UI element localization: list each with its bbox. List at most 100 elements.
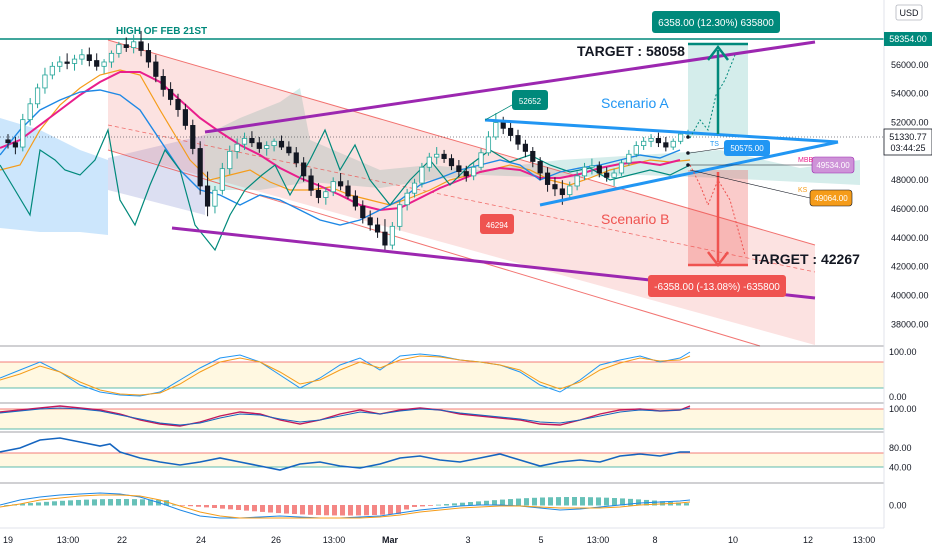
- label-50575: 50575.00: [730, 144, 764, 153]
- candle: [308, 175, 314, 191]
- candle: [116, 44, 122, 54]
- price-label-58354: 58354.00: [889, 34, 927, 44]
- x-tick-label: 13:00: [853, 535, 876, 545]
- macd-histogram-bar: [652, 500, 657, 506]
- scenario-a-path: [689, 54, 736, 139]
- label-mbb: MBB: [798, 157, 814, 164]
- macd-histogram-bar: [452, 503, 457, 506]
- macd-histogram-bar: [276, 505, 281, 514]
- candle: [278, 140, 285, 148]
- macd-histogram-bar: [268, 505, 273, 513]
- y-tick-label: 52000.00: [891, 118, 929, 128]
- pane-tick-label: 100.00: [889, 404, 917, 414]
- pane-1-k-line: [0, 351, 691, 397]
- x-tick-label: 8: [652, 535, 657, 545]
- macd-histogram-bar: [28, 503, 33, 506]
- x-tick-label: Mar: [382, 535, 399, 545]
- macd-histogram-bar: [172, 504, 177, 506]
- y-tick-label: 56000.00: [891, 60, 929, 70]
- x-tick-label: 19: [3, 535, 13, 545]
- candle: [145, 50, 152, 63]
- candle: [323, 191, 329, 198]
- channel-bottom-line: [107, 149, 761, 347]
- macd-histogram-bar: [404, 505, 409, 510]
- pane-1-d-line: [0, 355, 691, 396]
- candle: [530, 150, 536, 162]
- macd-histogram-bar: [244, 505, 249, 511]
- candle: [271, 140, 277, 147]
- macd-histogram-bar: [516, 498, 521, 506]
- macd-histogram-bar: [76, 499, 81, 506]
- candle: [463, 171, 469, 177]
- x-tick-label: 10: [728, 535, 738, 545]
- candle: [471, 166, 477, 177]
- candle: [537, 161, 543, 174]
- macd-histogram-bar: [308, 505, 313, 515]
- candle: [589, 165, 595, 168]
- macd-histogram-bar: [548, 497, 553, 506]
- candle: [108, 52, 115, 63]
- macd-histogram-bar: [348, 505, 353, 516]
- candle: [618, 162, 625, 174]
- candle: [57, 61, 63, 67]
- candle: [27, 103, 33, 121]
- label-49064: 49064.00: [814, 194, 848, 203]
- last-price-label: 51330.77: [889, 132, 927, 142]
- currency-badge[interactable]: [895, 4, 923, 21]
- candle: [101, 61, 107, 67]
- macd-histogram-bar: [660, 501, 665, 506]
- macd-histogram-bar: [252, 505, 257, 512]
- candle: [419, 166, 425, 184]
- macd-histogram-bar: [100, 499, 105, 506]
- candle: [182, 109, 188, 126]
- candle: [515, 135, 521, 145]
- macd-histogram-bar: [412, 505, 417, 507]
- candle: [648, 137, 654, 142]
- macd-histogram-bar: [44, 501, 49, 506]
- candle: [434, 153, 440, 158]
- ichimoku-cloud-left: [0, 118, 108, 235]
- candle: [626, 153, 632, 164]
- candle: [493, 122, 499, 138]
- pane-ticks: 100.00 0.00 100.00 80.00 40.00 0.00: [889, 347, 917, 511]
- candle: [79, 54, 85, 60]
- label-50575-box: [724, 140, 770, 156]
- macd-histogram-bar: [636, 499, 641, 506]
- candle: [544, 172, 551, 185]
- macd-histogram-bar: [4, 505, 9, 506]
- scenario-a-label: Scenario A: [601, 95, 669, 111]
- macd-histogram-bar: [588, 497, 593, 506]
- candle: [567, 185, 573, 196]
- candle: [123, 44, 129, 48]
- y-tick-label: 48000.00: [891, 175, 929, 185]
- candle: [581, 166, 588, 177]
- y-tick-label: 40000.00: [891, 291, 929, 301]
- candle: [190, 125, 196, 149]
- macd-histogram-bar: [612, 498, 617, 506]
- candle: [338, 181, 344, 187]
- label-52652-pointer: [484, 104, 513, 121]
- measure-up-text: 6358.00 (12.30%) 635800: [658, 18, 774, 29]
- macd-histogram-bar: [564, 497, 569, 506]
- candle: [160, 76, 166, 90]
- macd-histogram-bar: [620, 498, 625, 506]
- countdown-label: 03:44:25: [890, 143, 925, 153]
- macd-histogram-bar: [476, 501, 481, 506]
- x-tick-label: 13:00: [323, 535, 346, 545]
- scenario-b-label: Scenario B: [601, 211, 669, 227]
- candle: [49, 65, 55, 76]
- descending-channel: [108, 40, 815, 345]
- candle: [559, 188, 565, 196]
- macd-histogram-bar: [324, 505, 329, 516]
- macd-histogram-bar: [148, 499, 153, 506]
- macd-histogram-bar: [436, 504, 441, 506]
- pane-tick-label: 80.00: [889, 443, 912, 453]
- macd-histogram-bar: [372, 505, 377, 516]
- macd-histogram-bar: [84, 499, 89, 506]
- candle: [522, 143, 528, 152]
- macd-histogram-bar: [140, 499, 145, 506]
- triangle-upper-line: [484, 118, 839, 144]
- macd-histogram-bar: [604, 497, 609, 506]
- macd-histogram-bar: [388, 505, 393, 515]
- y-tick-label: 54000.00: [891, 89, 929, 99]
